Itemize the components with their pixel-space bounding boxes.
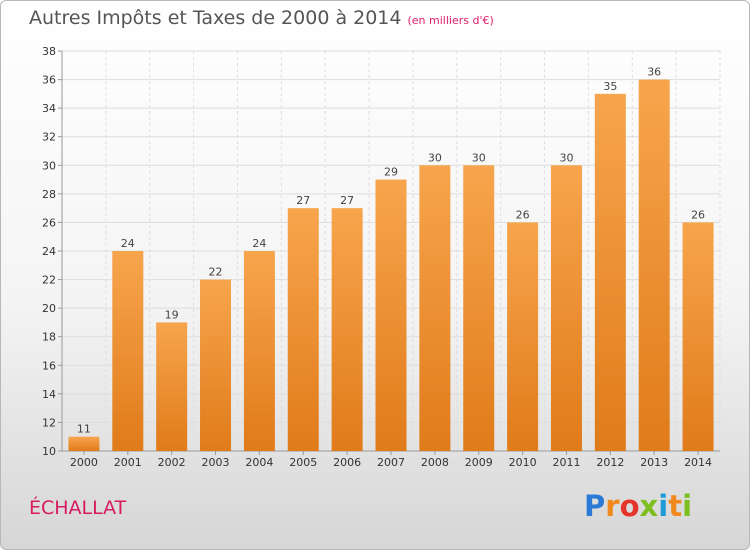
data-label: 27 (340, 194, 354, 207)
bar (419, 165, 451, 452)
y-tick-label: 16 (42, 359, 56, 372)
x-tick-label: 2003 (202, 456, 230, 469)
data-label: 27 (296, 194, 310, 207)
data-label: 26 (691, 208, 705, 221)
logo-letter: t (668, 489, 683, 523)
data-label: 30 (559, 151, 573, 164)
logo-letter: i (682, 489, 693, 523)
chart-title: Autres Impôts et Taxes de 2000 à 2014 (29, 7, 402, 29)
commune-name: ÉCHALLAT (29, 497, 127, 519)
y-tick-label: 18 (42, 331, 56, 344)
bar-layer (68, 79, 714, 452)
bar (331, 208, 363, 451)
x-tick-label: 2014 (684, 456, 712, 469)
y-tick-label: 12 (42, 416, 56, 429)
data-label: 36 (647, 66, 661, 79)
x-tick-label: 2011 (552, 456, 580, 469)
logo-letter: x (639, 489, 659, 523)
x-tick-label: 2008 (421, 456, 449, 469)
y-tick-label: 32 (42, 131, 56, 144)
data-label: 11 (77, 423, 91, 436)
y-tick-label: 24 (42, 245, 56, 258)
bar (68, 436, 100, 451)
bar (112, 251, 144, 451)
data-label: 30 (428, 151, 442, 164)
data-label: 19 (165, 308, 179, 321)
bar (243, 251, 275, 451)
bar (682, 222, 714, 451)
x-tick-label: 2004 (245, 456, 273, 469)
data-label: 26 (516, 208, 530, 221)
x-tick-label: 2012 (596, 456, 624, 469)
title-row: Autres Impôts et Taxes de 2000 à 2014 (en… (29, 7, 494, 29)
label-layer: 2000 11 2001 24 2002 19 2003 22 2004 24 2005 27 2006… (70, 66, 712, 469)
chart-subtitle: (en milliers d'€) (407, 14, 494, 27)
bar (200, 279, 232, 451)
data-label: 24 (121, 237, 135, 250)
x-tick-label: 2007 (377, 456, 405, 469)
bar (638, 79, 670, 452)
x-tick-label: 2005 (289, 456, 317, 469)
y-tick-label: 38 (42, 45, 56, 58)
bar (550, 165, 582, 452)
y-tick-label: 10 (42, 445, 56, 458)
x-tick-label: 2001 (114, 456, 142, 469)
y-tick-label: 30 (42, 159, 56, 172)
y-tick-label: 36 (42, 74, 56, 87)
logo-letter: o (619, 489, 640, 523)
y-tick-label: 20 (42, 302, 56, 315)
y-tick-label: 26 (42, 216, 56, 229)
y-tick-label: 14 (42, 388, 56, 401)
data-label: 22 (209, 266, 223, 279)
logo-letter: i (658, 489, 669, 523)
logo-letter: r (605, 489, 620, 523)
data-label: 30 (472, 151, 486, 164)
x-tick-label: 2009 (465, 456, 493, 469)
bar (287, 208, 319, 451)
data-label: 35 (603, 80, 617, 93)
proxiti-logo: Proxiti (584, 489, 692, 523)
x-tick-label: 2000 (70, 456, 98, 469)
x-tick-label: 2002 (158, 456, 186, 469)
bar (463, 165, 495, 452)
bar (594, 93, 626, 451)
bar (507, 222, 539, 451)
bar (156, 322, 188, 451)
data-label: 29 (384, 166, 398, 179)
x-tick-label: 2006 (333, 456, 361, 469)
bar (375, 179, 407, 452)
x-tick-label: 2013 (640, 456, 668, 469)
y-tick-label: 28 (42, 188, 56, 201)
y-tick-label: 22 (42, 274, 56, 287)
logo-letter: P (584, 489, 606, 523)
x-tick-label: 2010 (509, 456, 537, 469)
data-label: 24 (252, 237, 266, 250)
y-tick-label: 34 (42, 102, 56, 115)
